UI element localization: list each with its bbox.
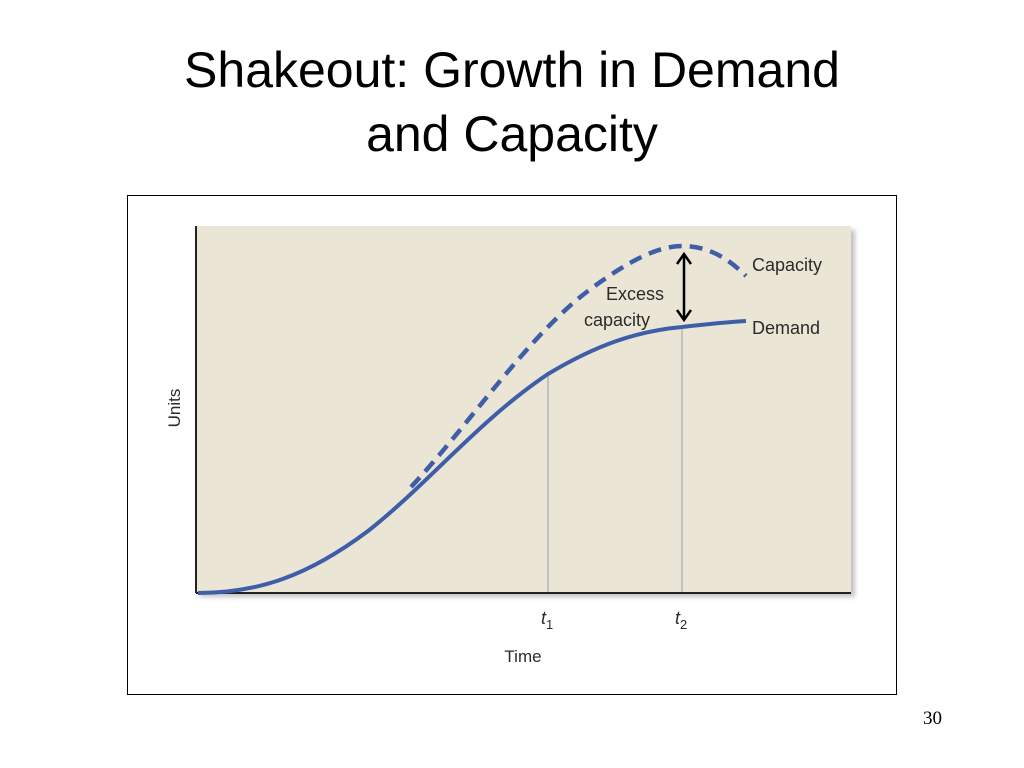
excess-label-line-1: Excess [606, 284, 664, 304]
demand-curve [197, 319, 747, 595]
t2-label: t2 [675, 608, 687, 632]
excess-label-line-2: capacity [584, 310, 650, 330]
t1-letter: t [541, 608, 547, 628]
t2-subscript: 2 [680, 617, 687, 632]
figure-frame: Capacity Demand Excess capacity Units Ti… [127, 195, 897, 695]
slide-title: Shakeout: Growth in Demand and Capacity [0, 38, 1024, 166]
capacity-label: Capacity [752, 255, 822, 275]
capacity-curve [409, 243, 748, 489]
arrow-head-top [675, 251, 693, 265]
page-number: 30 [923, 708, 942, 729]
arrow-head-bottom [675, 309, 693, 323]
demand-label: Demand [752, 318, 820, 338]
t1-label: t1 [541, 608, 553, 632]
x-axis-label: Time [504, 647, 541, 666]
slide-title-line-2: and Capacity [366, 106, 658, 162]
plot-background [196, 226, 851, 593]
y-axis-label: Units [165, 389, 184, 428]
shakeout-diagram: Capacity Demand Excess capacity Units Ti… [165, 226, 851, 666]
t1-subscript: 1 [546, 617, 553, 632]
t2-letter: t [675, 608, 681, 628]
slide-title-line-1: Shakeout: Growth in Demand [184, 42, 840, 98]
